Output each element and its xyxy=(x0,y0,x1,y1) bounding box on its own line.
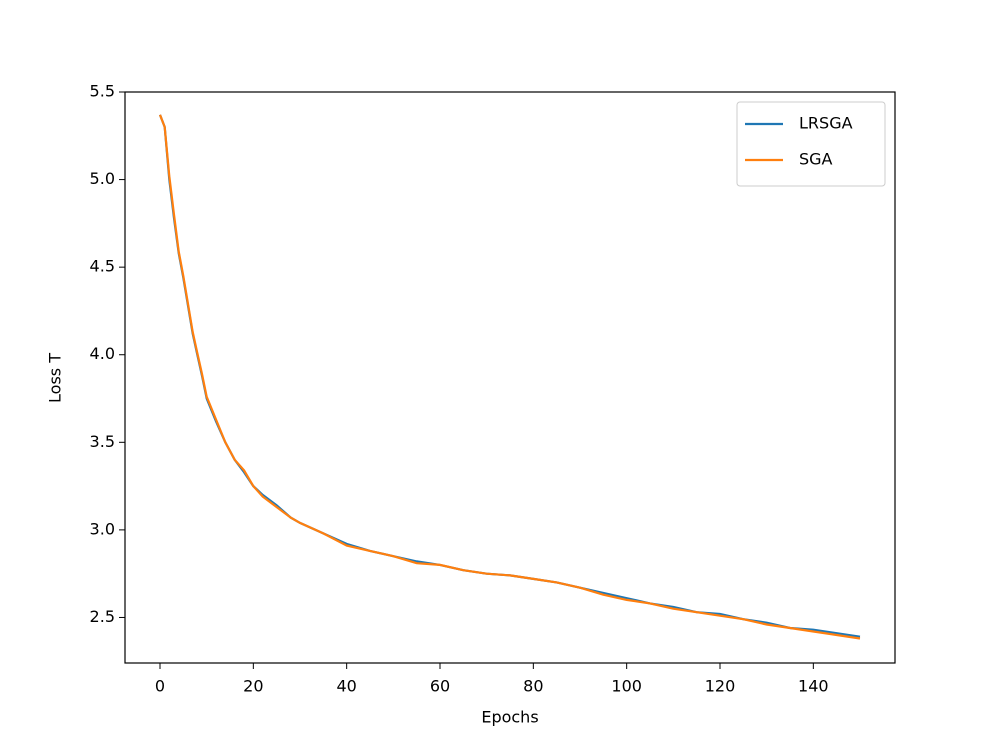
plot-frame xyxy=(124,91,896,664)
x-tick-label: 140 xyxy=(798,677,829,696)
x-tick-label: 20 xyxy=(243,677,263,696)
x-tick-label: 60 xyxy=(430,677,450,696)
y-tick-label: 4.0 xyxy=(90,344,115,363)
y-tick-label: 3.5 xyxy=(90,432,115,451)
x-tick-label: 0 xyxy=(155,677,165,696)
y-tick-label: 5.0 xyxy=(90,169,115,188)
x-tick-label: 80 xyxy=(523,677,543,696)
legend-label: SGA xyxy=(799,150,833,169)
x-axis-label: Epochs xyxy=(481,708,538,727)
series-line xyxy=(158,114,861,640)
x-tick-label: 120 xyxy=(705,677,736,696)
x-tick-label: 100 xyxy=(611,677,642,696)
y-axis-label: Loss T xyxy=(46,353,65,403)
series-line xyxy=(158,114,861,638)
y-tick-label: 4.5 xyxy=(90,257,115,276)
y-tick-label: 2.5 xyxy=(90,607,115,626)
y-tick-label: 3.0 xyxy=(90,519,115,538)
legend-label: LRSGA xyxy=(799,114,853,133)
y-tick-label: 5.5 xyxy=(90,82,115,101)
x-tick-label: 40 xyxy=(336,677,356,696)
